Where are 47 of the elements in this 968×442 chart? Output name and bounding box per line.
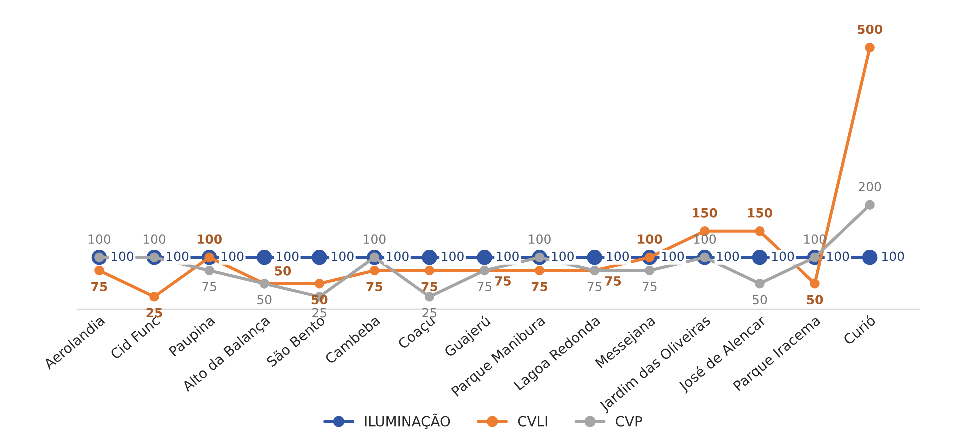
- legend-label: ILUMINAÇÃO: [365, 414, 450, 430]
- data-label: 100: [638, 234, 662, 244]
- data-label: 75: [202, 282, 216, 292]
- legend-label: CVLI: [518, 416, 548, 427]
- data-label: 75: [478, 282, 492, 292]
- data-label: 100: [662, 252, 684, 262]
- data-label: 75: [366, 282, 382, 292]
- data-label: 75: [495, 276, 512, 286]
- data-label: 100: [529, 234, 551, 244]
- data-label: 100: [828, 252, 850, 262]
- data-label: 100: [607, 252, 629, 262]
- data-label: 75: [422, 282, 438, 292]
- data-label: 75: [605, 276, 622, 286]
- data-label: 100: [772, 252, 794, 262]
- data-label: 100: [497, 252, 519, 262]
- data-label: 100: [717, 252, 740, 262]
- data-label: 75: [532, 282, 548, 292]
- data-label: 75: [92, 282, 108, 292]
- data-label: 100: [166, 252, 189, 262]
- data-label: 25: [422, 308, 437, 318]
- data-label: 100: [332, 252, 354, 262]
- data-label: 100: [694, 234, 716, 244]
- data-label: 50: [312, 295, 328, 305]
- data-label: 50: [258, 295, 272, 305]
- data-label: 100: [112, 252, 134, 262]
- data-label: 100: [198, 234, 222, 244]
- data-label: 100: [277, 252, 299, 262]
- data-label: 75: [642, 282, 657, 292]
- data-label: 150: [748, 208, 772, 218]
- data-label: 200: [859, 182, 882, 192]
- data-label: 100: [387, 252, 409, 262]
- data-label: 100: [144, 234, 166, 244]
- data-label: 100: [222, 252, 244, 262]
- data-label: 50: [275, 266, 292, 276]
- data-label: 50: [752, 295, 768, 305]
- data-label: 100: [882, 252, 904, 262]
- data-label: 75: [588, 282, 602, 292]
- data-label: 100: [88, 234, 111, 244]
- data-label: 150: [693, 208, 718, 218]
- legend-label: CVP: [616, 416, 642, 427]
- data-label: 50: [807, 295, 824, 305]
- data-label: 100: [442, 252, 464, 262]
- data-label: 25: [312, 308, 326, 318]
- data-label: 100: [552, 252, 574, 262]
- data-label: 100: [364, 234, 386, 244]
- data-label: 25: [146, 308, 162, 318]
- data-label: 500: [858, 24, 883, 34]
